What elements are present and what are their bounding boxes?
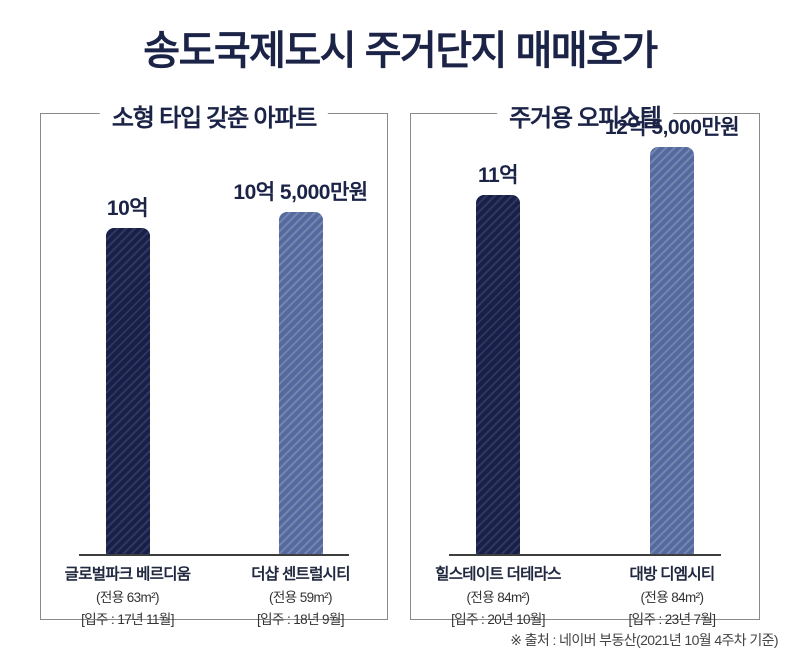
move-in-date: [입주 : 23년 7월] [628, 612, 717, 627]
move-in-date: [입주 : 18년 9월] [257, 612, 345, 627]
bar-slot: 10억 [41, 114, 214, 554]
panel-title-officetels: 주거용 오피스텔 [497, 98, 673, 133]
unit-area: (전용 84m²) [466, 590, 531, 605]
category-label-group: 대방 디엠시티 (전용 84m²) [입주 : 23년 7월] [585, 562, 759, 628]
complex-name: 더샵 센트럴시티 [251, 566, 350, 583]
bar-value-label: 10억 [106, 197, 149, 220]
category-label-group: 더샵 센트럴시티 (전용 59m²) [입주 : 18년 9월] [214, 562, 387, 628]
source-note: ※ 출처 : 네이버 부동산(2021년 10월 4주차 기준) [510, 632, 778, 648]
move-in-date: [입주 : 17년 11월] [81, 612, 174, 627]
bar-column [476, 195, 520, 554]
axis-baseline [449, 554, 721, 556]
bar-slot: 10억 5,000만원 [214, 114, 387, 554]
unit-area: (전용 63m²) [96, 590, 160, 605]
page-title: 송도국제도시 주거단지 매매호가 [143, 29, 658, 73]
category-labels: 글로벌파크 베르디움 (전용 63m²) [입주 : 17년 11월] 더샵 센… [41, 562, 387, 628]
move-in-date: [입주 : 20년 10월] [451, 612, 545, 627]
bar-column [650, 147, 694, 554]
plot-area-officetels: 11억 12억 5,000만원 [411, 114, 759, 554]
plot-area-apartments: 10억 10억 5,000만원 [41, 114, 387, 554]
bar-value-label: 11억 [477, 164, 519, 187]
panel-title-apartments: 소형 타입 갖춘 아파트 [99, 98, 329, 133]
category-labels: 힐스테이트 더테라스 (전용 84m²) [입주 : 20년 10월] 대방 디… [411, 562, 759, 628]
complex-name: 대방 디엠시티 [629, 566, 716, 583]
bar-column [278, 212, 323, 554]
panel-apartments: 소형 타입 갖춘 아파트 10억 10억 5,000만원 글로벌파크 베르디움 … [40, 98, 388, 627]
axis-baseline [79, 554, 349, 556]
bar-value-label: 10억 5,000만원 [233, 181, 368, 204]
bar-slot: 11억 [411, 114, 585, 554]
category-label-group: 글로벌파크 베르디움 (전용 63m²) [입주 : 17년 11월] [41, 562, 214, 628]
unit-area: (전용 84m²) [640, 590, 705, 605]
complex-name: 힐스테이트 더테라스 [435, 566, 561, 583]
bar-value-label: 12억 5,000만원 [604, 116, 740, 139]
bar-column [105, 228, 150, 554]
bar-slot: 12억 5,000만원 [585, 114, 759, 554]
complex-name: 글로벌파크 베르디움 [64, 566, 191, 583]
panel-officetels: 주거용 오피스텔 11억 12억 5,000만원 힐스테이트 더테라스 (전용 … [410, 98, 760, 627]
category-label-group: 힐스테이트 더테라스 (전용 84m²) [입주 : 20년 10월] [411, 562, 585, 628]
unit-area: (전용 59m²) [269, 590, 333, 605]
